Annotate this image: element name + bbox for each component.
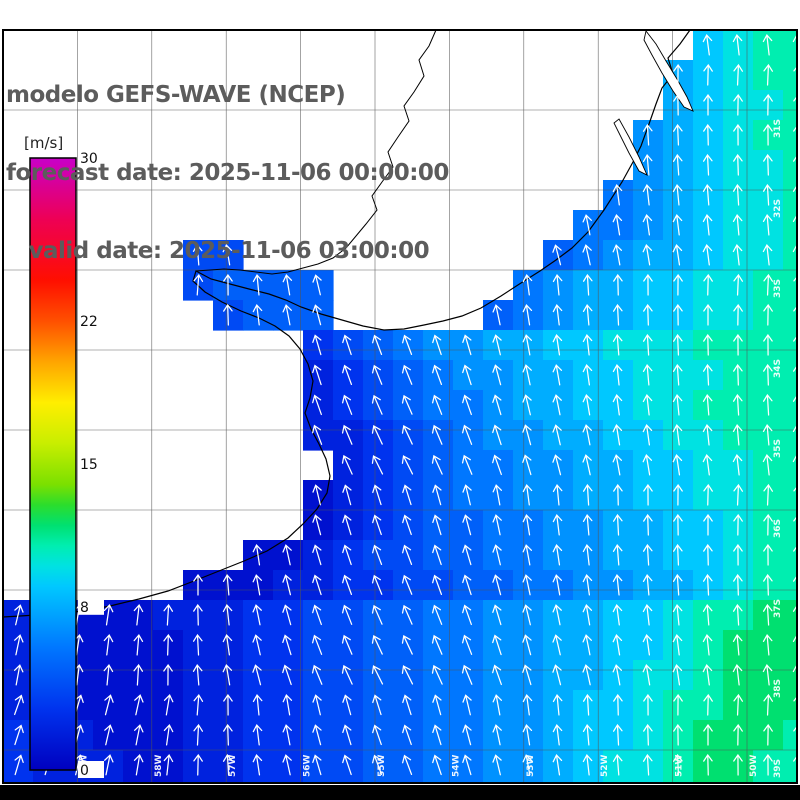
lon-label: 55W [377,754,387,777]
lon-label: 50W [749,754,759,777]
bottom-border-bar [0,785,800,800]
colorbar-tick-label: 22 [80,314,98,330]
colorbar: [m/s] 30 22 15 8 0 [24,134,104,779]
lat-label: 33S [773,279,783,298]
map-frame [2,29,798,784]
lat-label: 35S [773,439,783,458]
lon-label: 58W [154,754,164,777]
lat-label: 37S [773,599,783,618]
lon-label: 56W [303,754,313,777]
lat-label: 34S [773,359,783,378]
colorbar-tick-label: 15 [80,457,98,473]
lon-label: 54W [451,754,461,777]
river-line [195,29,437,275]
lat-label: 31S [773,119,783,138]
lat-label: 38S [773,679,783,698]
model-title: modelo GEFS-WAVE (NCEP) [6,82,346,108]
lagoon-outline [643,29,694,112]
colorbar-tick-label: 8 [80,600,89,616]
lon-label: 51W [675,754,685,777]
valid-date-line: valid date: 2025-11-06 03:00:00 [6,238,430,264]
wave-direction-arrows [13,33,797,776]
lon-label: 57W [228,754,238,777]
colorbar-gradient [29,157,77,771]
colorbar-unit-label: [m/s] [24,134,63,152]
forecast-date-line: forecast date: 2025-11-06 00:00:00 [6,160,449,186]
lon-label: 53W [526,754,536,777]
colorbar-tick-label: 30 [80,151,98,167]
colorbar-tick-label: 0 [80,763,89,779]
coastline [2,29,691,618]
lon-label: 52W [600,754,610,777]
lat-label: 39S [773,759,783,778]
coastline-layer [2,29,694,618]
lagoon-outline [613,118,648,176]
lat-label: 36S [773,519,783,538]
lat-label: 32S [773,199,783,218]
chart-header: modelo GEFS-WAVE (NCEP) forecast date: 2… [6,30,449,316]
